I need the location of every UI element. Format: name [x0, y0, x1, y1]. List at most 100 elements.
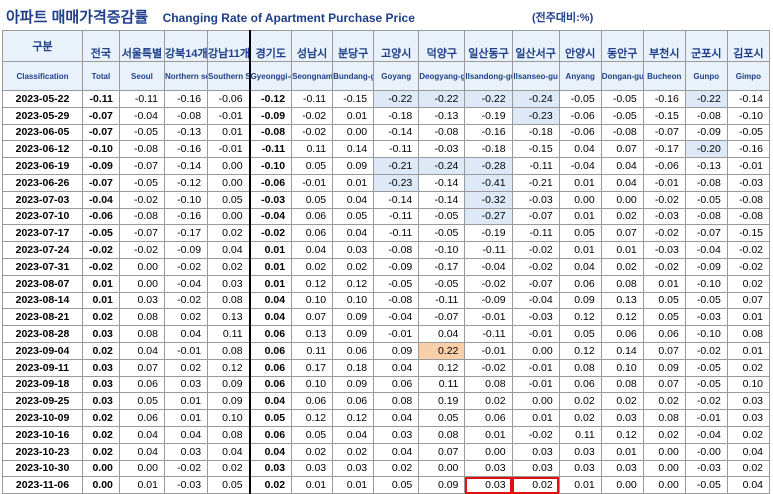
- table-row: 2023-05-22 -0.11 -0.11 -0.16 -0.06 -0.12 -0.11…: [2, 90, 771, 108]
- cell-ilsandong-gu: -0.27: [464, 207, 513, 226]
- cell-total: -0.10: [81, 140, 120, 159]
- cell-goyang: -0.23: [373, 173, 420, 192]
- cell-total: -0.11: [81, 90, 120, 108]
- header-korean-3: 강북14개: [163, 30, 209, 62]
- title-english: Changing Rate of Apartment Purchase Pric…: [162, 11, 415, 25]
- cell-total: 0.03: [81, 325, 120, 343]
- cell-anyang: -0.06: [558, 123, 602, 142]
- table-row: 2023-09-25 0.03 0.05 0.01 0.09 0.04 0.06 0.06 0.…: [2, 392, 771, 411]
- cell-gimpo: -0.14: [726, 90, 771, 108]
- header-english-7: Bundang-gu: [332, 61, 375, 91]
- cell-seoul: -0.04: [118, 106, 165, 125]
- header-english-6: Seongnam: [291, 61, 334, 91]
- cell-bucheon: -0.02: [642, 190, 686, 209]
- cell-gunpo: -0.08: [684, 207, 728, 226]
- cell-ilsandong-gu: 0.02: [464, 392, 513, 411]
- cell-seoul: 0.01: [118, 476, 165, 494]
- cell-total: 0.01: [81, 291, 120, 310]
- cell-gyeonggi-do: 0.01: [249, 241, 293, 259]
- cell-anyang: 0.01: [558, 476, 602, 494]
- cell-deogyang-gu: 0.00: [418, 459, 466, 478]
- cell-anyang: 0.04: [558, 140, 602, 159]
- cell-dongan-gu: 0.12: [600, 425, 644, 444]
- cell-ilsanseo-gu: -0.02: [511, 241, 560, 259]
- cell-bucheon: -0.06: [642, 157, 686, 175]
- cell-total: -0.07: [81, 173, 120, 192]
- cell-southern-seoul: 0.10: [207, 409, 251, 427]
- cell-goyang: -0.14: [373, 190, 420, 209]
- cell-bucheon: -0.15: [642, 106, 686, 125]
- cell-gyeonggi-do: -0.04: [249, 207, 293, 226]
- cell-seongnam: 0.05: [291, 157, 334, 175]
- cell-bundang-gu: 0.04: [332, 425, 375, 444]
- cell-anyang: 0.09: [558, 291, 602, 310]
- cell-northern-seoul: -0.16: [163, 90, 209, 108]
- cell-goyang: -0.01: [373, 325, 420, 343]
- cell-bucheon: -0.03: [642, 207, 686, 226]
- cell-ilsandong-gu: -0.19: [464, 106, 513, 125]
- cell-ilsandong-gu: -0.28: [464, 157, 513, 175]
- table-row: 2023-08-21 0.02 0.08 0.02 0.13 0.04 0.07 0.09 -0…: [2, 308, 771, 327]
- cell-goyang: 0.02: [373, 459, 420, 478]
- cell-dongan-gu: 0.00: [600, 190, 644, 209]
- cell-gyeonggi-do: 0.02: [249, 476, 293, 494]
- cell-anyang: -0.05: [558, 90, 602, 108]
- cell-ilsanseo-gu: 0.00: [511, 341, 560, 360]
- cell-seoul: -0.05: [118, 123, 165, 142]
- cell-dongan-gu: 0.12: [600, 308, 644, 327]
- cell-anyang: 0.03: [558, 459, 602, 478]
- cell-ilsanseo-gu: -0.01: [511, 375, 560, 394]
- cell-total: -0.02: [81, 241, 120, 259]
- cell-ilsandong-gu: 0.03: [464, 459, 513, 478]
- header-english-1: Total: [81, 61, 120, 91]
- cell-ilsandong-gu: -0.11: [464, 325, 513, 343]
- cell-seongnam: 0.12: [291, 409, 334, 427]
- cell-gyeonggi-do: -0.08: [249, 123, 293, 142]
- header-english-13: Dongan-gu: [600, 61, 644, 91]
- cell-ilsandong-gu: -0.16: [464, 123, 513, 142]
- cell-total: 0.02: [81, 425, 120, 444]
- cell-gimpo: -0.10: [726, 106, 771, 125]
- cell-anyang: 0.12: [558, 341, 602, 360]
- table-row: 2023-05-29 -0.07 -0.04 -0.08 -0.01 -0.09 -0.02…: [2, 106, 771, 125]
- row-date: 2023-10-30: [2, 459, 83, 478]
- table-row: 2023-08-28 0.03 0.08 0.04 0.11 0.06 0.13 0.09 -0…: [2, 325, 771, 343]
- cell-bundang-gu: 0.01: [332, 173, 375, 192]
- cell-bucheon: 0.06: [642, 325, 686, 343]
- cell-bucheon: 0.07: [642, 341, 686, 360]
- cell-total: 0.03: [81, 375, 120, 394]
- cell-seongnam: 0.05: [291, 190, 334, 209]
- cell-total: 0.02: [81, 409, 120, 427]
- cell-seoul: 0.03: [118, 291, 165, 310]
- cell-deogyang-gu: -0.14: [418, 190, 466, 209]
- cell-northern-seoul: 0.03: [163, 442, 209, 461]
- table-row: 2023-10-23 0.02 0.04 0.03 0.04 0.04 0.02 0.02 0.…: [2, 442, 771, 461]
- cell-gunpo: -0.05: [684, 291, 728, 310]
- header-english-11: Ilsanseo-gu: [511, 61, 560, 91]
- cell-total: -0.04: [81, 190, 120, 209]
- cell-deogyang-gu: -0.22: [418, 90, 466, 108]
- cell-southern-seoul: 0.02: [207, 224, 251, 243]
- cell-ilsanseo-gu: -0.23: [511, 106, 560, 125]
- table-row: 2023-10-30 0.00 0.00 -0.02 0.02 0.03 0.03 0.03 0…: [2, 459, 771, 478]
- cell-gimpo: 0.04: [726, 442, 771, 461]
- cell-goyang: -0.08: [373, 291, 420, 310]
- cell-seongnam: 0.12: [291, 274, 334, 293]
- cell-gimpo: 0.02: [726, 358, 771, 377]
- cell-ilsanseo-gu: -0.03: [511, 190, 560, 209]
- cell-ilsanseo-gu: -0.15: [511, 140, 560, 159]
- row-date: 2023-05-29: [2, 106, 83, 125]
- cell-ilsanseo-gu: 0.01: [511, 409, 560, 427]
- cell-total: -0.05: [81, 224, 120, 243]
- cell-dongan-gu: 0.08: [600, 375, 644, 394]
- table-row: 2023-06-19 -0.09 -0.07 -0.14 0.00 -0.10 0.05 0.…: [2, 157, 771, 175]
- cell-total: 0.03: [81, 392, 120, 411]
- cell-total: 0.01: [81, 274, 120, 293]
- cell-bundang-gu: 0.01: [332, 476, 375, 494]
- cell-northern-seoul: -0.02: [163, 291, 209, 310]
- row-date: 2023-09-18: [2, 375, 83, 394]
- header-korean-0: 구분: [2, 30, 83, 62]
- cell-gunpo: -0.05: [684, 375, 728, 394]
- cell-seoul: 0.08: [118, 325, 165, 343]
